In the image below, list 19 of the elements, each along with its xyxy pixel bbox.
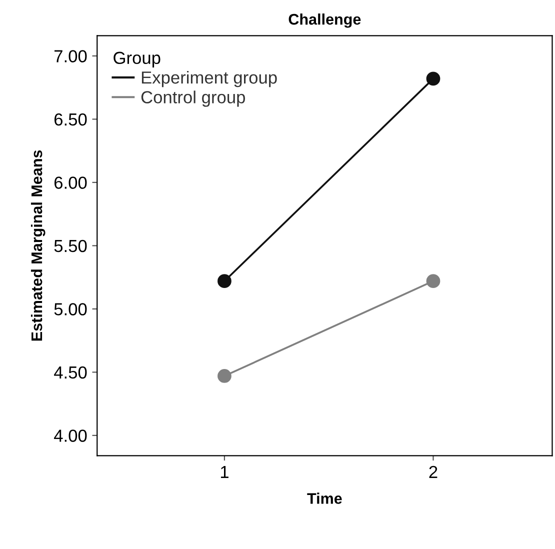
- y-tick-label: 6.50: [54, 113, 87, 126]
- legend-label: Control group: [141, 90, 245, 107]
- y-tick-label: 6.00: [54, 176, 87, 189]
- y-tick-label: 7.00: [54, 50, 87, 62]
- y-tick-label: 5.50: [54, 240, 87, 252]
- legend-label: Experiment group: [142, 70, 277, 88]
- x-tick-label: 1: [220, 466, 228, 478]
- point: [426, 274, 440, 288]
- point: [426, 72, 440, 86]
- point: [218, 369, 232, 383]
- y-axis-title: Estimated Marginal Means: [30, 150, 46, 341]
- x-tick-label: 2: [429, 466, 438, 478]
- legend-title: Group: [114, 52, 160, 68]
- y-tick-label: 5.00: [54, 303, 87, 316]
- point: [218, 274, 232, 288]
- x-axis-title: Time: [307, 492, 342, 504]
- chart-title: Challenge: [288, 14, 361, 28]
- y-tick-label: 4.00: [54, 430, 87, 442]
- y-tick-label: 4.50: [54, 366, 87, 379]
